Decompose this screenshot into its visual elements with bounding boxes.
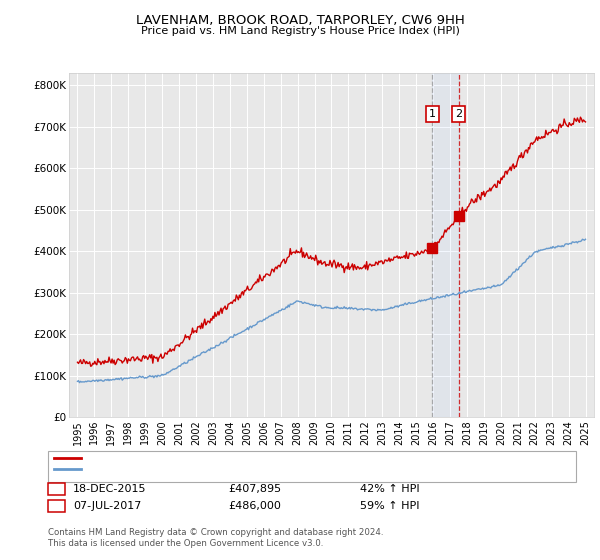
Text: 59% ↑ HPI: 59% ↑ HPI bbox=[360, 501, 419, 511]
Text: Contains HM Land Registry data © Crown copyright and database right 2024.
This d: Contains HM Land Registry data © Crown c… bbox=[48, 528, 383, 548]
Text: £407,895: £407,895 bbox=[228, 484, 281, 494]
Text: 18-DEC-2015: 18-DEC-2015 bbox=[73, 484, 146, 494]
Text: LAVENHAM, BROOK ROAD, TARPORLEY, CW6 9HH: LAVENHAM, BROOK ROAD, TARPORLEY, CW6 9HH bbox=[136, 14, 464, 27]
Text: 1: 1 bbox=[429, 109, 436, 119]
Bar bbox=[433, 73, 458, 417]
Text: HPI: Average price, detached house, Cheshire West and Chester: HPI: Average price, detached house, Ches… bbox=[86, 464, 406, 474]
Text: 1: 1 bbox=[53, 484, 60, 494]
Text: LAVENHAM, BROOK ROAD, TARPORLEY, CW6 9HH (detached house): LAVENHAM, BROOK ROAD, TARPORLEY, CW6 9HH… bbox=[86, 453, 424, 463]
Text: £486,000: £486,000 bbox=[228, 501, 281, 511]
Text: 42% ↑ HPI: 42% ↑ HPI bbox=[360, 484, 419, 494]
Text: 2: 2 bbox=[53, 501, 60, 511]
Text: 2: 2 bbox=[455, 109, 462, 119]
Text: Price paid vs. HM Land Registry's House Price Index (HPI): Price paid vs. HM Land Registry's House … bbox=[140, 26, 460, 36]
Text: 07-JUL-2017: 07-JUL-2017 bbox=[73, 501, 142, 511]
